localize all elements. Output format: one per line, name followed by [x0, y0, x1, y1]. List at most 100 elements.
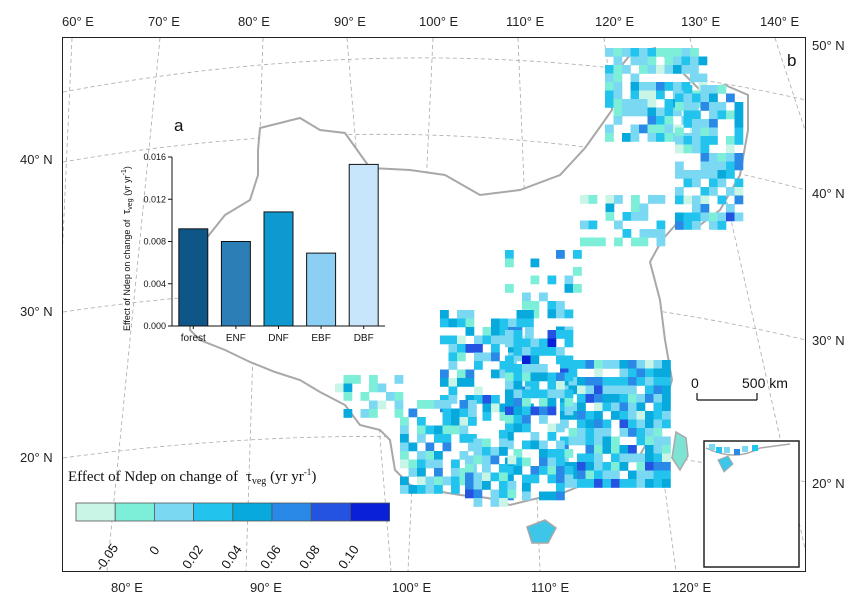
data-cell [539, 398, 548, 407]
data-cell [692, 127, 701, 137]
data-cell [594, 402, 603, 412]
data-cell [459, 408, 469, 418]
data-cell [473, 481, 483, 490]
data-cell [662, 462, 671, 471]
data-cell [664, 124, 674, 134]
data-cell [683, 170, 693, 179]
data-cell [673, 82, 682, 91]
data-cell [547, 406, 557, 416]
data-cell [675, 127, 684, 137]
legend-swatch [153, 502, 194, 522]
data-cell [457, 318, 466, 328]
data-cell [505, 423, 514, 433]
data-cell [522, 292, 531, 302]
data-cell [457, 335, 466, 345]
data-cell [451, 468, 460, 477]
data-cell [568, 428, 578, 437]
data-cell [482, 464, 491, 473]
data-cell [474, 352, 483, 362]
data-cell [692, 110, 701, 120]
data-cell [602, 402, 612, 412]
data-cell [508, 318, 517, 328]
data-cell [513, 398, 523, 407]
inset-x-tick-label: ENF [226, 333, 246, 344]
data-cell [683, 110, 693, 120]
data-cell [499, 438, 508, 448]
data-cell [522, 372, 531, 382]
data-cell [505, 258, 514, 268]
data-cell [577, 385, 586, 395]
data-cell [440, 369, 449, 379]
data-cell [734, 119, 744, 128]
inset-data-cell [742, 446, 748, 452]
data-cell [611, 479, 620, 488]
data-cell [547, 389, 557, 399]
data-cell [613, 48, 623, 57]
data-cell [499, 489, 508, 499]
legend-title-unit: (yr yr [270, 469, 304, 485]
lon-label-bottom-100e: 100° E [392, 580, 432, 595]
data-cell [513, 406, 523, 416]
inset-y-tick-label: 0.000 [143, 321, 166, 331]
data-cell [656, 195, 666, 204]
data-cell [474, 395, 483, 404]
data-cell [482, 395, 492, 404]
data-cell [448, 318, 458, 328]
data-cell [394, 375, 404, 384]
data-cell [645, 428, 654, 437]
data-cell [605, 48, 614, 57]
data-cell [645, 394, 654, 403]
data-cell [434, 459, 443, 469]
data-cell [400, 425, 409, 435]
data-cell [726, 212, 735, 222]
data-cell [709, 187, 718, 196]
data-cell [639, 99, 648, 108]
data-cell [653, 368, 663, 378]
data-cell [580, 195, 589, 204]
data-cell [639, 48, 648, 57]
lon-label-bottom-120e: 120° E [672, 580, 712, 595]
data-cell [594, 436, 603, 446]
data-cell [594, 377, 603, 386]
data-cell [664, 82, 674, 91]
data-cell [400, 485, 409, 494]
lon-label-top-60e: 60° E [62, 14, 94, 29]
data-cell [556, 389, 565, 399]
data-cell [513, 423, 523, 433]
data-cell [482, 472, 491, 482]
data-cell [639, 90, 648, 100]
legend-swatch [310, 502, 351, 522]
data-cell [619, 453, 629, 463]
data-cell [636, 428, 646, 437]
legend-title: Effect of Ndep on change of τveg (yr yr-… [68, 467, 316, 487]
data-cell [717, 195, 727, 205]
legend-title-symbol: τ [245, 469, 252, 485]
data-cell [556, 250, 565, 259]
data-cell [611, 453, 620, 463]
lon-label-top-90e: 90° E [334, 14, 366, 29]
data-cell [628, 453, 637, 463]
data-cell [717, 221, 727, 230]
data-cell [440, 310, 449, 319]
data-cell [628, 428, 637, 437]
data-cell [636, 419, 646, 429]
data-cell [434, 485, 443, 494]
data-cell [491, 369, 500, 379]
data-cell [564, 309, 574, 319]
data-cell [726, 161, 735, 171]
data-cell [491, 318, 500, 328]
data-cell [539, 292, 548, 302]
data-cell [611, 385, 620, 395]
data-cell [700, 161, 710, 171]
data-cell [700, 212, 710, 222]
data-cell [585, 385, 595, 395]
data-cell [622, 48, 631, 57]
data-cell [499, 335, 509, 345]
data-cell [530, 372, 540, 382]
data-cell [726, 187, 735, 196]
data-cell [585, 445, 595, 454]
data-cell [653, 470, 663, 480]
data-cell [547, 309, 557, 319]
data-cell [611, 394, 620, 403]
data-cell [539, 364, 548, 373]
